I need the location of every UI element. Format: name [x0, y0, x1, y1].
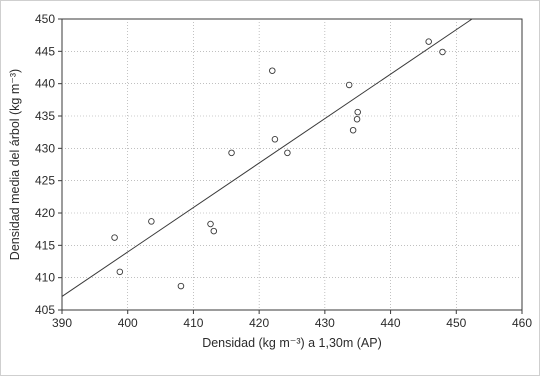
y-tick-label: 440 [35, 77, 55, 91]
y-tick-label: 435 [35, 109, 55, 123]
regression-line [61, 18, 473, 297]
y-tick-label: 405 [35, 303, 55, 317]
x-tick-label: 410 [183, 316, 203, 330]
data-point [354, 108, 361, 116]
data-point [148, 218, 155, 225]
x-tick-label: 420 [249, 316, 269, 330]
y-tick-label: 415 [35, 238, 55, 252]
data-point [207, 220, 214, 228]
x-tick-label: 400 [118, 316, 138, 330]
y-tick-label: 445 [35, 44, 55, 58]
data-point [284, 149, 291, 157]
y-axis-title: Densidad media del árbol (kg m⁻³) [8, 69, 22, 260]
x-tick-label: 460 [512, 316, 532, 330]
x-tick-label: 390 [52, 316, 72, 330]
data-point [210, 227, 218, 235]
plot-area [61, 18, 523, 311]
y-tick-label: 450 [35, 12, 55, 26]
data-point [425, 38, 432, 45]
data-point [269, 67, 276, 74]
data-point [345, 81, 353, 89]
data-points [111, 38, 446, 290]
x-tick-label: 450 [446, 316, 466, 330]
data-point [111, 234, 118, 241]
data-point [228, 149, 235, 157]
y-tick-label: 430 [35, 141, 55, 155]
x-tick-label: 430 [315, 316, 335, 330]
data-point [271, 136, 279, 143]
axis-ticks: 390 400 410 420 430 440 450 460 405 410 415 420 425 4… [35, 12, 532, 330]
x-tick-label: 440 [381, 316, 401, 330]
data-point [353, 115, 361, 123]
data-point [116, 268, 124, 276]
data-point [349, 126, 357, 134]
y-tick-label: 425 [35, 174, 55, 188]
data-point [439, 48, 446, 56]
grid-lines [62, 19, 522, 310]
x-axis-title: Densidad (kg m⁻³) a 1,30m (AP) [202, 336, 382, 350]
y-tick-label: 420 [35, 206, 55, 220]
data-point [177, 282, 185, 290]
y-tick-label: 410 [35, 271, 55, 285]
